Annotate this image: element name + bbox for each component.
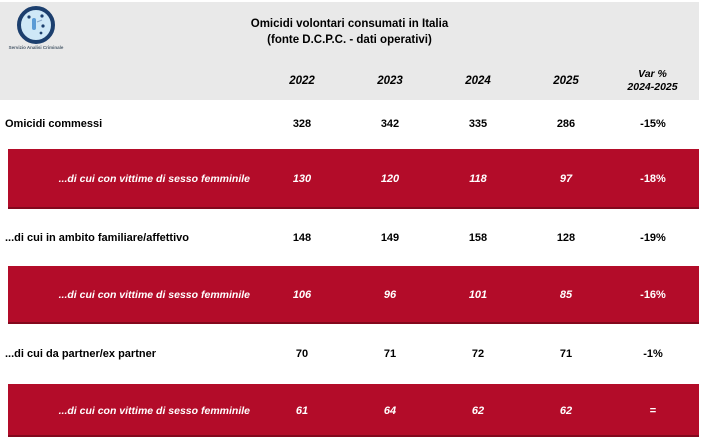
row-label: ...di cui in ambito familiare/affettivo [5,231,189,244]
value-2023: 96 [383,289,397,301]
value-2022: 328 [292,118,312,130]
column-header-2024: 2024 [465,75,491,87]
value-2025: 85 [559,289,573,301]
value-var: -19% [640,231,666,244]
row-label: ...di cui da partner/ex partner [5,348,156,360]
value-2025: 97 [559,173,573,185]
row-label: ...di cui con vittime di sesso femminile [58,289,250,301]
value-2024: 335 [468,118,488,130]
column-header-var: Var % 2024-2025 [610,68,699,94]
value-2024: 158 [468,231,488,244]
page-title-line2: (fonte D.C.P.C. - dati operativi) [267,34,432,46]
column-header-2023: 2023 [377,75,403,87]
value-2022: 70 [295,348,309,360]
value-2022: 148 [292,231,312,244]
row-label: ...di cui con vittime di sesso femminile [58,404,250,417]
logo: Servizio Analisi Criminale [8,6,64,50]
value-2023: 71 [383,348,397,360]
value-2024: 62 [471,404,485,417]
value-2022: 61 [295,404,309,417]
value-2025: 128 [556,231,576,244]
value-var: -15% [640,118,666,130]
value-var: -16% [640,289,666,301]
table-row: ...di cui con vittime di sesso femminile… [0,148,702,210]
table-row: ...di cui con vittime di sesso femminile… [0,383,702,438]
var-header-line1: Var % [638,68,667,80]
row-highlight-band [8,266,699,324]
column-header-2025: 2025 [553,75,579,87]
value-2024: 72 [471,348,485,360]
table-row: ...di cui con vittime di sesso femminile… [0,265,702,325]
value-2025: 71 [559,348,573,360]
value-2024: 118 [469,173,487,185]
row-label: Omicidi commessi [5,118,103,130]
value-2023: 120 [380,173,400,185]
table-row: Omicidi commessi 328 342 335 286 -15% [0,100,702,148]
value-2023: 342 [380,118,400,130]
value-2023: 149 [380,231,400,244]
logo-caption: Servizio Analisi Criminale [8,45,64,50]
value-var: -1% [643,348,663,360]
row-highlight-band [8,149,699,209]
table-body: Omicidi commessi 328 342 335 286 -15% ..… [0,100,702,438]
value-2025: 62 [559,404,573,417]
value-2022: 106 [292,289,312,301]
row-label: ...di cui con vittime di sesso femminile [58,173,250,185]
value-2025: 286 [556,118,576,130]
column-header-2022: 2022 [289,75,315,87]
value-2024: 101 [468,289,488,301]
table-header-block: Servizio Analisi Criminale Omicidi volon… [0,2,699,100]
table-row: ...di cui in ambito familiare/affettivo … [0,210,702,265]
value-2022: 130 [292,173,312,185]
value-var: = [649,404,657,417]
var-header-line2: 2024-2025 [627,81,678,93]
page-title-line1: Omicidi volontari consumati in Italia [250,18,449,30]
page-title: Omicidi volontari consumati in Italia (f… [0,16,699,48]
table-row: ...di cui da partner/ex partner 70 71 72… [0,325,702,383]
value-var: -18% [640,173,666,185]
value-2023: 64 [383,404,397,417]
servizio-analisi-criminale-logo-icon [17,6,55,44]
column-header-row: 2022 2023 2024 2025 Var % 2024-2025 [0,68,699,94]
row-highlight-band [8,384,699,437]
